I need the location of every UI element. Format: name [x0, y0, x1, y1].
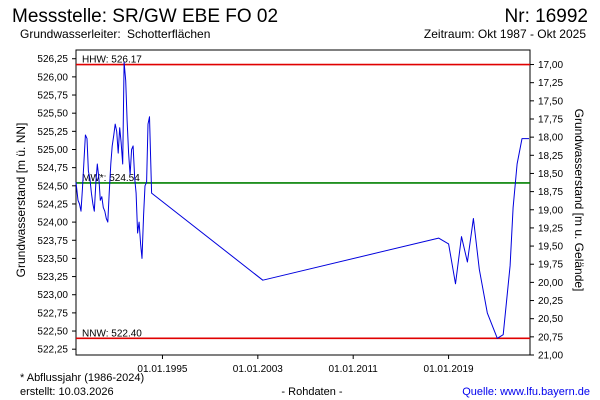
y-tick-label-left: 525,75	[37, 91, 68, 102]
y-tick-label-right: 18,25	[538, 151, 563, 162]
y-tick-label-left: 523,00	[37, 290, 68, 301]
y-tick-label-left: 522,75	[37, 308, 68, 319]
y-tick-label-left: 525,50	[37, 109, 68, 120]
plot-area	[75, 49, 531, 356]
y-tick-label-right: 20,50	[538, 314, 563, 325]
y-tick-label-right: 20,75	[538, 332, 563, 343]
y-tick-label-right: 21,00	[538, 351, 563, 362]
y-tick-label-left: 524,00	[37, 218, 68, 229]
y-tick-label-left: 524,50	[37, 181, 68, 192]
x-tick-label: 01.01.2011	[329, 364, 379, 375]
y-tick-label-right: 17,75	[538, 114, 563, 125]
x-axis: 01.01.1995 01.01.2003 01.01.2011 01.01.2019	[137, 355, 474, 375]
y-tick-label-left: 524,75	[37, 163, 68, 174]
y-tick-label-left: 526,25	[37, 54, 68, 65]
y-tick-label-left: 525,25	[37, 127, 68, 138]
time-period: Zeitraum: Okt 1987 - Okt 2025	[424, 27, 586, 41]
y-tick-label-left: 524,25	[37, 199, 68, 210]
y-axis-label-right: Grundwasserstand [m u. Gelände]	[572, 109, 586, 292]
reference-lines: HHW: 526.17 MW*: 524.54 NNW: 522.40	[76, 55, 530, 339]
y-axis-label-left: Grundwasserstand [m ü. NN]	[14, 123, 28, 278]
y-tick-label-right: 17,50	[538, 96, 563, 107]
y-tick-label-right: 20,00	[538, 278, 563, 289]
y-tick-label-right: 18,75	[538, 187, 563, 198]
y-tick-label-left: 522,50	[37, 327, 68, 338]
footnote: * Abflussjahr (1986-2024)	[20, 372, 144, 384]
y-tick-label-left: 523,25	[37, 272, 68, 283]
y-tick-label-right: 20,25	[538, 296, 563, 307]
station-number: Nr: 16992	[505, 6, 588, 27]
y-tick-label-left: 523,50	[37, 254, 68, 265]
y-tick-label-right: 17,00	[538, 60, 563, 71]
y-tick-label-right: 17,25	[538, 78, 563, 89]
y-tick-label-left: 526,00	[37, 72, 68, 83]
reference-line-label: MW*: 524.54	[82, 173, 140, 184]
y-tick-label-right: 18,50	[538, 169, 563, 180]
y-tick-label-right: 19,75	[538, 260, 563, 271]
reference-line-label: HHW: 526.17	[82, 55, 142, 66]
y-tick-label-right: 19,00	[538, 205, 563, 216]
x-tick-label: 01.01.1995	[137, 364, 187, 375]
groundwater-level-line	[75, 61, 529, 339]
y-tick-label-left: 522,25	[37, 345, 68, 356]
source-link[interactable]: Quelle: www.lfu.bayern.de	[462, 386, 590, 398]
created-date: erstellt: 10.03.2026	[20, 386, 114, 398]
reference-line-label: NNW: 522.40	[82, 328, 142, 339]
y-tick-label-left: 523,75	[37, 236, 68, 247]
raw-data-label: - Rohdaten -	[281, 386, 342, 398]
y-tick-label-right: 18,00	[538, 133, 563, 144]
aquifer-value: Schotterflächen	[127, 27, 210, 41]
series-group	[75, 61, 529, 339]
page-title: Messstelle: SR/GW EBE FO 02	[12, 6, 278, 27]
aquifer-label: Grundwasserleiter:	[20, 27, 121, 41]
y-tick-label-left: 525,00	[37, 145, 68, 156]
right-y-axis: 17,00 17,25 17,50 17,75 18,00 18,25 18,50 18,75…	[530, 60, 563, 362]
y-tick-label-right: 19,50	[538, 242, 563, 253]
x-tick-label: 01.01.2019	[424, 364, 474, 375]
x-tick-label: 01.01.2003	[233, 364, 283, 375]
left-y-axis: 526,25 526,00 525,75 525,50 525,25 525,00 524,…	[37, 54, 76, 356]
y-tick-label-right: 19,25	[538, 223, 563, 234]
